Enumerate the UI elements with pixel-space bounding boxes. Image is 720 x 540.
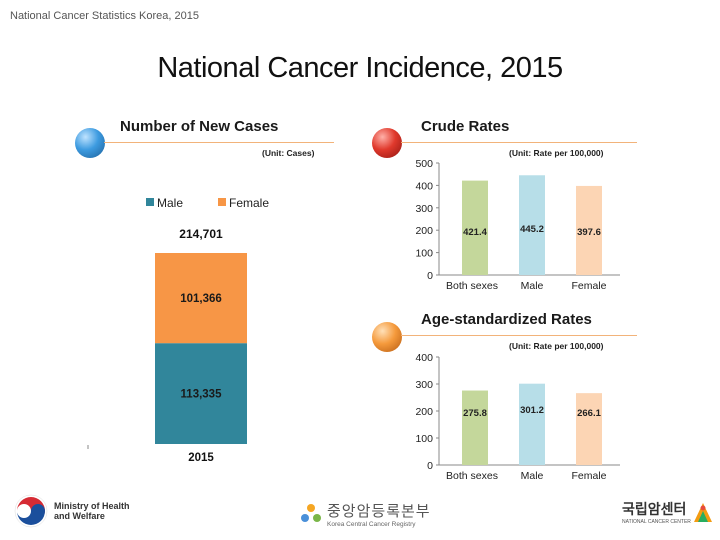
asr-value-both-sexes: 275.8 — [463, 408, 487, 419]
asr-value-female: 266.1 — [577, 408, 601, 419]
legend-male-label: Male — [157, 196, 183, 210]
crude-title: Crude Rates — [421, 118, 510, 135]
crude-ytick-200: 200 — [415, 225, 433, 237]
new-cases-rule — [104, 142, 334, 143]
ministry-name: Ministry of Health and Welfare — [54, 501, 130, 521]
crude-rule — [401, 142, 637, 143]
asr-unit: (Unit: Rate per 100,000) — [509, 341, 604, 351]
crude-value-female: 397.6 — [577, 227, 601, 238]
asr-title: Age-standardized Rates — [421, 311, 592, 328]
legend-female-label: Female — [229, 196, 269, 210]
ministry-logo-icon — [14, 494, 48, 528]
female-cases-label: 101,366 — [180, 293, 222, 305]
ministry-line1: Ministry of Health — [54, 501, 130, 511]
crude-ytick-300: 300 — [415, 203, 433, 215]
asr-bar-female — [576, 393, 602, 465]
crude-ytick-500: 500 — [415, 158, 433, 170]
asr-xlabel-female: Female — [571, 470, 606, 482]
total-cases-label: 214,701 — [179, 227, 223, 241]
blue-bullet-icon — [75, 128, 105, 158]
red-bullet-icon — [372, 128, 402, 158]
new-cases-unit: (Unit: Cases) — [262, 148, 315, 158]
category-2015-label: 2015 — [188, 452, 214, 464]
header-caption: National Cancer Statistics Korea, 2015 — [10, 10, 199, 22]
kccr-korean: 중앙암등록본부 — [327, 503, 431, 520]
asr-ytick-100: 100 — [415, 433, 433, 445]
asr-value-male: 301.2 — [520, 405, 544, 416]
bar-female-2015 — [155, 253, 247, 344]
asr-ytick-0: 0 — [427, 460, 433, 472]
crude-bar-female — [576, 185, 602, 275]
kccr-english: Korea Central Cancer Registry — [327, 521, 416, 528]
asr-xlabel-both-sexes: Both sexes — [446, 470, 498, 482]
ncc-logo-icon — [690, 500, 716, 526]
crude-xlabel-male: Male — [521, 280, 544, 292]
kccr-logo-icon — [300, 503, 322, 525]
crude-unit: (Unit: Rate per 100,000) — [509, 148, 604, 158]
crude-ytick-0: 0 — [427, 270, 433, 282]
asr-bar-both-sexes — [462, 390, 488, 465]
crude-value-male: 445.2 — [520, 224, 544, 235]
crude-value-both-sexes: 421.4 — [463, 227, 487, 238]
crude-xlabel-female: Female — [571, 280, 606, 292]
asr-ytick-200: 200 — [415, 406, 433, 418]
asr-ytick-300: 300 — [415, 379, 433, 391]
legend-male-swatch — [146, 198, 154, 206]
ncc-korean: 국립암센터 — [622, 501, 687, 517]
new-cases-title: Number of New Cases — [120, 118, 279, 135]
crude-ytick-400: 400 — [415, 180, 433, 192]
ncc-name: 국립암센터 NATIONAL CANCER CENTER — [622, 499, 691, 525]
legend-female-swatch — [218, 198, 226, 206]
orange-bullet-icon — [372, 322, 402, 352]
ministry-line2: and Welfare — [54, 511, 105, 521]
kccr-name: 중앙암등록본부 Korea Central Cancer Registry — [327, 500, 431, 528]
asr-rule — [401, 335, 637, 336]
male-cases-label: 113,335 — [181, 389, 223, 401]
crude-ytick-100: 100 — [415, 248, 433, 260]
crude-bar-male — [519, 175, 545, 275]
bar-male-2015 — [155, 343, 247, 444]
asr-bar-male — [519, 383, 545, 465]
slide-title: National Cancer Incidence, 2015 — [157, 52, 563, 84]
ncc-english: NATIONAL CANCER CENTER — [622, 519, 691, 525]
asr-ytick-400: 400 — [415, 352, 433, 364]
crude-bar-both-sexes — [462, 180, 488, 275]
crude-xlabel-both-sexes: Both sexes — [446, 280, 498, 292]
asr-xlabel-male: Male — [521, 470, 544, 482]
